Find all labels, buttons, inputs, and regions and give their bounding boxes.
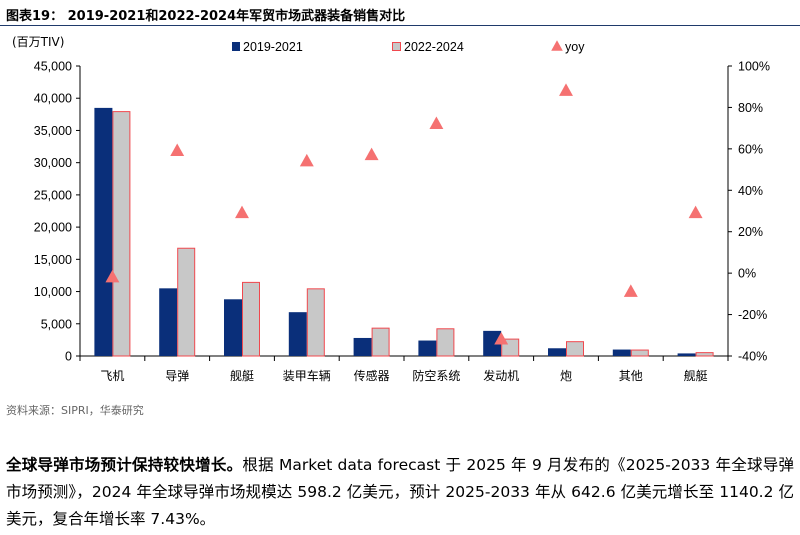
body-paragraph: 全球导弹市场预计保持较快增长。根据 Market data forecast 于…: [6, 452, 794, 533]
y-right-tick-label: 80%: [738, 101, 763, 115]
y-left-tick-label: 0: [65, 350, 72, 364]
legend: 2019-2021 2022-2024 yoy: [232, 40, 585, 54]
chart: 0 5,000 10,000 15,000 20,000 25,000 30,000 35,0…: [12, 35, 770, 383]
bar-2019-2021: [353, 337, 372, 356]
legend-label-yoy: yoy: [565, 40, 585, 54]
bar-2022-2024: [566, 341, 584, 357]
y-right-tick-label: -20%: [738, 308, 767, 322]
source-note: 资料来源：SIPRI，华泰研究: [6, 404, 144, 417]
paragraph-text: 根据 Market data forecast 于 2025 年 9 月发布的《…: [6, 456, 794, 528]
y-left-tick-label: 10,000: [34, 285, 72, 299]
yoy-marker: [623, 284, 638, 297]
x-tick-label: 防空系统: [412, 368, 460, 383]
x-tick-label: 导弹: [165, 369, 189, 383]
x-tick-label: 传感器: [354, 368, 390, 383]
yoy-markers-layer: [105, 83, 703, 345]
x-tick-label: 炮: [560, 369, 572, 383]
bar-2019-2021: [224, 299, 242, 356]
yoy-marker: [235, 205, 249, 219]
paragraph-lead: 全球导弹市场预计保持较快增长。: [6, 456, 243, 474]
bar-2019-2021: [418, 340, 437, 356]
x-tick-label: 装甲车辆: [283, 368, 331, 383]
bar-2022-2024: [436, 328, 455, 357]
bar-2019-2021: [94, 107, 113, 356]
yoy-marker: [364, 147, 379, 161]
y-axis-unit-label: (百万TIV): [12, 35, 64, 49]
bar-2022-2024: [371, 327, 390, 357]
y-left-tick-label: 5,000: [41, 317, 72, 331]
bar-2019-2021: [548, 348, 566, 356]
y-right-tick-label: -40%: [738, 350, 767, 364]
y-left-tick-label: 25,000: [34, 188, 72, 202]
yoy-marker: [105, 269, 120, 283]
y-left-tick-label: 35,000: [34, 124, 72, 138]
bar-2019-2021: [677, 353, 696, 356]
legend-label-2022-2024: 2022-2024: [404, 40, 464, 54]
y-right-tick-label: 100%: [738, 60, 770, 74]
figure-header: 图表19： 2019-2021和2022-2024年军贸市场武器装备销售对比: [0, 0, 800, 26]
bar-2019-2021: [612, 349, 631, 356]
yoy-marker: [170, 143, 185, 156]
legend-swatch-2022-2024: [392, 42, 401, 51]
chart-axes: 0 5,000 10,000 15,000 20,000 25,000 30,000 35,0…: [12, 35, 770, 383]
y-right-tick-label: 20%: [738, 225, 763, 239]
bar-2022-2024: [177, 247, 196, 357]
yoy-marker: [299, 153, 314, 167]
x-tick-label: 舰艇: [684, 369, 708, 383]
y-left-tick-label: 15,000: [34, 253, 72, 267]
x-tick-label: 飞机: [100, 369, 124, 383]
legend-swatch-2019-2021: [232, 42, 240, 51]
legend-label-2019-2021: 2019-2021: [243, 40, 303, 54]
y-left-tick-label: 45,000: [34, 60, 72, 74]
y-right-tick-label: 40%: [738, 184, 763, 198]
title-divider: [0, 25, 800, 26]
bar-2022-2024: [306, 288, 325, 357]
y-left-tick-label: 40,000: [34, 92, 72, 106]
bar-2022-2024: [630, 349, 649, 357]
yoy-marker: [494, 331, 509, 345]
bar-2019-2021: [288, 312, 307, 356]
yoy-marker: [429, 116, 444, 130]
y-right-tick-label: 0%: [738, 267, 756, 281]
bar-2019-2021: [483, 330, 502, 356]
x-tick-label: 其他: [619, 369, 643, 383]
x-tick-label: 发动机: [483, 368, 519, 383]
legend-swatch-yoy: [551, 40, 563, 51]
yoy-marker: [559, 83, 573, 96]
yoy-marker: [688, 205, 703, 219]
bar-2022-2024: [695, 352, 714, 357]
y-left-tick-label: 20,000: [34, 221, 72, 235]
bar-2019-2021: [159, 288, 178, 356]
figure-title: 图表19： 2019-2021和2022-2024年军贸市场武器装备销售对比: [6, 9, 406, 24]
bar-2022-2024: [242, 281, 260, 357]
bar-2022-2024: [112, 111, 131, 357]
y-right-tick-label: 60%: [738, 142, 763, 156]
y-left-tick-label: 30,000: [34, 156, 72, 170]
x-tick-label: 舰艇: [230, 369, 254, 383]
bars-layer: [94, 107, 714, 357]
